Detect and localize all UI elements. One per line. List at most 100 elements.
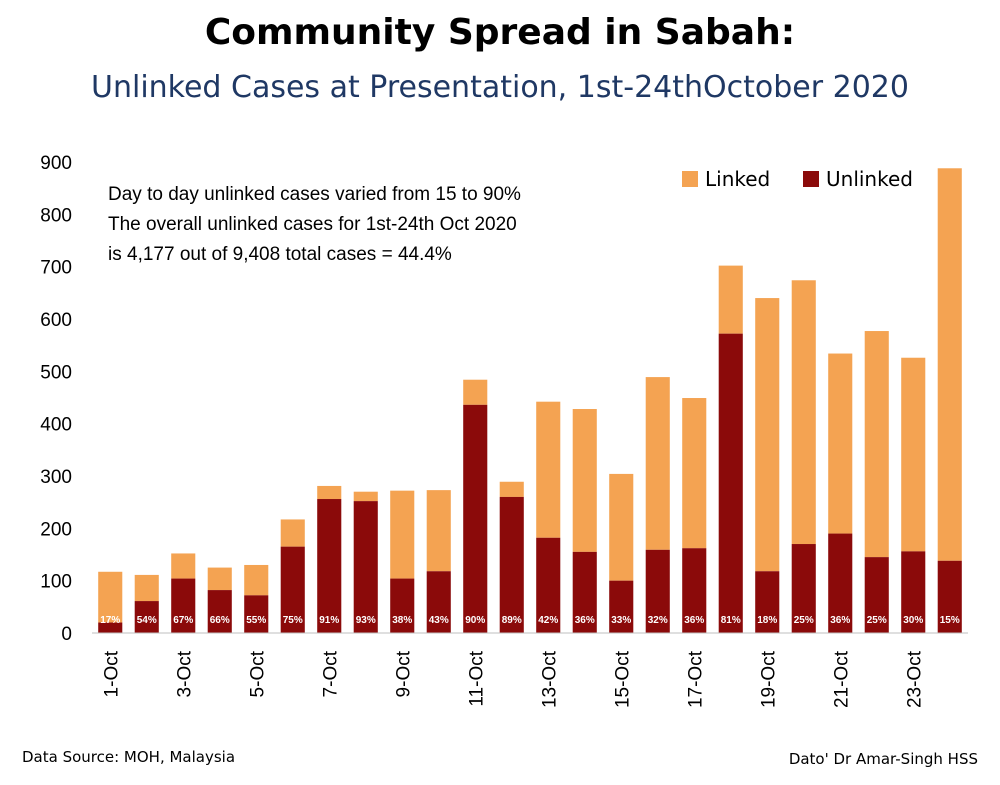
linked-bar bbox=[499, 481, 524, 497]
percent-label: 30% bbox=[903, 615, 923, 626]
unlinked-bar bbox=[499, 496, 524, 633]
percent-label: 32% bbox=[648, 615, 668, 626]
x-tick-label: 9-Oct bbox=[393, 650, 414, 697]
linked-bar bbox=[353, 491, 378, 502]
x-axis: 1-Oct 3-Oct 5-Oct 7-Oct 9-Oct 11-Oct 13-Oct 15-… bbox=[92, 632, 968, 708]
data-source-note: Data Source: MOH, Malaysia bbox=[22, 748, 236, 766]
bar-series: 17% 54% 67% 66% 55% 75% 91% 93% 38% 43% 90% 89% 42% 3… bbox=[98, 168, 962, 633]
percent-label: 42% bbox=[538, 615, 558, 626]
percent-label: 25% bbox=[867, 615, 887, 626]
linked-bar bbox=[536, 401, 561, 538]
unlinked-bar bbox=[463, 404, 488, 633]
unlinked-bar bbox=[828, 533, 853, 633]
y-tick-label: 700 bbox=[40, 258, 72, 279]
unlinked-bar bbox=[171, 578, 196, 633]
percent-label: 89% bbox=[502, 615, 522, 626]
percent-label: 36% bbox=[830, 615, 850, 626]
legend-label-linked: Linked bbox=[705, 167, 770, 191]
linked-bar bbox=[645, 377, 670, 550]
unlinked-bar bbox=[609, 580, 634, 633]
linked-bar bbox=[426, 490, 451, 572]
linked-bar bbox=[791, 280, 816, 545]
annotation-line: is 4,177 out of 9,408 total cases = 44.4… bbox=[108, 244, 452, 265]
percent-label: 43% bbox=[429, 615, 449, 626]
x-tick-label: 1-Oct bbox=[101, 650, 122, 697]
unlinked-bar bbox=[682, 548, 707, 633]
linked-bar bbox=[901, 357, 926, 552]
linked-bar bbox=[864, 331, 889, 558]
x-tick-label: 13-Oct bbox=[539, 650, 560, 708]
y-tick-label: 0 bbox=[61, 624, 72, 645]
annotation-line: The overall unlinked cases for 1st-24th … bbox=[108, 214, 517, 235]
y-tick-label: 200 bbox=[40, 519, 72, 540]
y-tick-label: 100 bbox=[40, 572, 72, 593]
percent-label: 33% bbox=[611, 615, 631, 626]
percent-label: 17% bbox=[100, 615, 120, 626]
unlinked-bar bbox=[718, 333, 743, 633]
linked-bar bbox=[937, 168, 962, 561]
annotation-box: Day to day unlinked cases varied from 15… bbox=[108, 184, 521, 265]
chart-subtitle: Unlinked Cases at Presentation, 1st-24th… bbox=[91, 70, 909, 105]
unlinked-bar bbox=[937, 560, 962, 633]
percent-label: 91% bbox=[319, 615, 339, 626]
author-credit: Dato' Dr Amar-Singh HSS bbox=[788, 750, 978, 768]
unlinked-bar bbox=[134, 601, 159, 633]
x-tick-label: 19-Oct bbox=[758, 650, 779, 708]
percent-label: 66% bbox=[210, 615, 230, 626]
percent-label: 93% bbox=[356, 615, 376, 626]
y-tick-label: 600 bbox=[40, 310, 72, 331]
unlinked-bar bbox=[536, 537, 561, 633]
unlinked-bar bbox=[353, 501, 378, 633]
linked-bar bbox=[280, 519, 305, 547]
x-tick-label: 17-Oct bbox=[685, 650, 706, 708]
legend: Linked Unlinked bbox=[682, 167, 913, 191]
unlinked-bar bbox=[317, 499, 342, 633]
y-tick-label: 500 bbox=[40, 362, 72, 383]
legend-swatch-linked bbox=[682, 171, 698, 187]
percent-label: 55% bbox=[246, 615, 266, 626]
x-tick-label: 23-Oct bbox=[904, 650, 925, 708]
percent-label: 38% bbox=[392, 615, 412, 626]
x-tick-label: 15-Oct bbox=[612, 650, 633, 708]
linked-bar bbox=[244, 564, 269, 596]
percent-label: 36% bbox=[684, 615, 704, 626]
x-tick-label: 11-Oct bbox=[466, 650, 487, 706]
legend-label-unlinked: Unlinked bbox=[826, 167, 913, 191]
linked-bar bbox=[755, 298, 780, 572]
unlinked-bar bbox=[98, 622, 123, 633]
y-tick-label: 800 bbox=[40, 205, 72, 226]
percent-label: 18% bbox=[757, 615, 777, 626]
y-axis: 0 100 200 300 400 500 600 700 800 900 bbox=[40, 153, 72, 645]
percent-label: 25% bbox=[794, 615, 814, 626]
annotation-line: Day to day unlinked cases varied from 15… bbox=[108, 184, 521, 205]
x-tick-label: 5-Oct bbox=[247, 650, 268, 697]
linked-bar bbox=[828, 353, 853, 534]
chart-title: Community Spread in Sabah: bbox=[204, 12, 796, 53]
linked-bar bbox=[207, 567, 232, 591]
unlinked-bar bbox=[426, 571, 451, 633]
linked-bar bbox=[134, 574, 159, 602]
percent-label: 81% bbox=[721, 615, 741, 626]
percent-label: 54% bbox=[137, 615, 157, 626]
linked-bar bbox=[98, 571, 123, 623]
unlinked-bar bbox=[207, 590, 232, 633]
percent-label: 67% bbox=[173, 615, 193, 626]
x-tick-label: 7-Oct bbox=[320, 650, 341, 697]
unlinked-bar bbox=[755, 571, 780, 633]
y-tick-label: 300 bbox=[40, 467, 72, 488]
x-tick-label: 3-Oct bbox=[174, 650, 195, 697]
percent-label: 15% bbox=[940, 615, 960, 626]
y-tick-label: 900 bbox=[40, 153, 72, 174]
unlinked-bar bbox=[864, 557, 889, 633]
linked-bar bbox=[317, 485, 342, 500]
unlinked-bar bbox=[390, 578, 415, 633]
y-tick-label: 400 bbox=[40, 415, 72, 436]
legend-swatch-unlinked bbox=[803, 171, 819, 187]
linked-bar bbox=[572, 409, 597, 552]
percent-label: 90% bbox=[465, 615, 485, 626]
linked-bar bbox=[609, 473, 634, 581]
unlinked-bar bbox=[645, 549, 670, 633]
percent-label: 36% bbox=[575, 615, 595, 626]
linked-bar bbox=[718, 265, 743, 334]
